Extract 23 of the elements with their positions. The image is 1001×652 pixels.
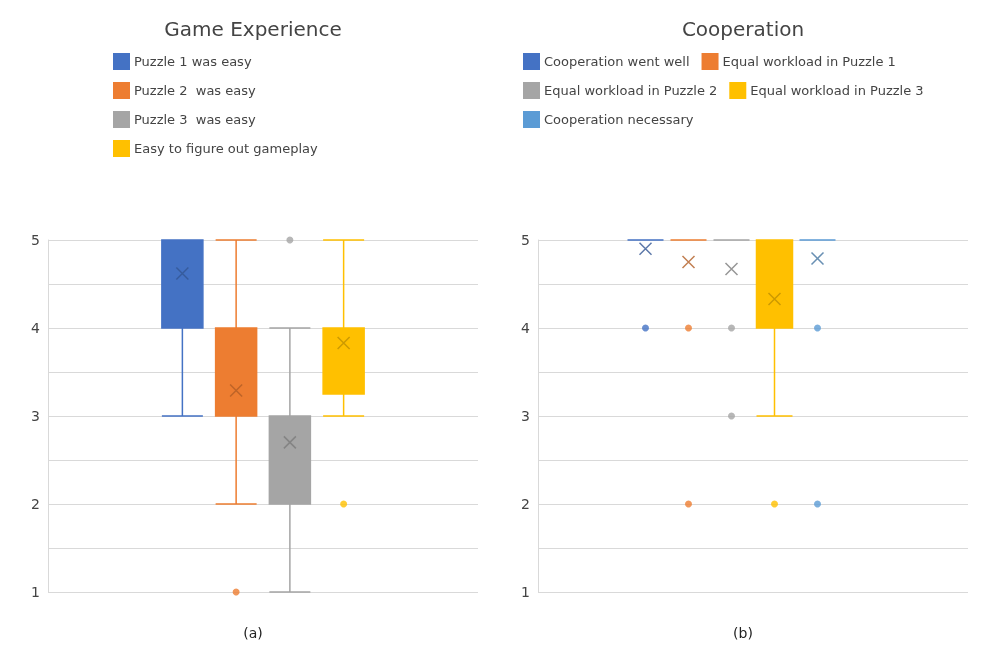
legend-label: Cooperation went well xyxy=(544,54,690,69)
legend-label: Puzzle 1 was easy xyxy=(134,54,252,69)
y-tick-label: 5 xyxy=(521,232,530,248)
y-tick-label: 2 xyxy=(31,496,40,512)
legend-label: Equal workload in Puzzle 2 xyxy=(544,83,718,98)
legend-label: Puzzle 2 was easy xyxy=(134,83,257,98)
chart-title: Cooperation xyxy=(681,17,805,41)
chart-title: Game Experience xyxy=(164,17,342,41)
y-tick-label: 3 xyxy=(521,408,530,424)
text: (a) xyxy=(243,625,263,641)
legend-label: Puzzle 3 was easy xyxy=(134,112,257,127)
legend-label: Equal workload in Puzzle 1 xyxy=(722,54,896,69)
y-tick-label: 4 xyxy=(31,320,41,336)
y-tick-label: 1 xyxy=(521,584,530,600)
y-tick-label: 1 xyxy=(31,584,40,600)
legend-label: Equal workload in Puzzle 3 xyxy=(750,83,924,98)
legend-label: Easy to figure out gameplay xyxy=(134,141,318,156)
y-tick-label: 4 xyxy=(521,320,531,336)
text: (b) xyxy=(733,625,753,641)
y-tick-label: 2 xyxy=(521,496,530,512)
legend-label: Cooperation necessary xyxy=(544,112,694,127)
y-tick-label: 5 xyxy=(31,232,40,248)
y-tick-label: 3 xyxy=(31,408,40,424)
